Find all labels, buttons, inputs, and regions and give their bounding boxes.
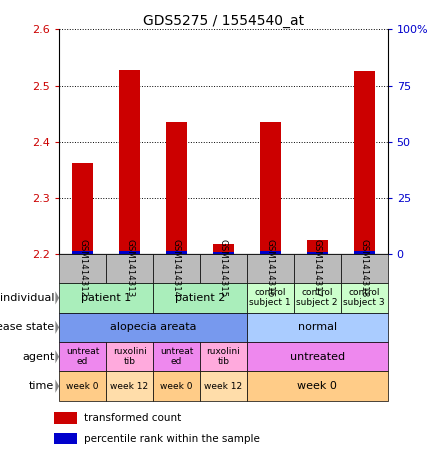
Bar [353, 251, 375, 254]
Bar [341, 283, 388, 313]
Text: percentile rank within the sample: percentile rank within the sample [84, 434, 260, 443]
Text: week 12: week 12 [110, 382, 148, 390]
Bar [294, 254, 341, 283]
Bar [166, 251, 187, 254]
Text: time: time [29, 381, 54, 391]
Bar [213, 244, 234, 254]
Text: normal: normal [298, 322, 337, 333]
Bar [260, 122, 281, 254]
Polygon shape [55, 321, 59, 334]
Text: week 0: week 0 [297, 381, 337, 391]
Bar [54, 433, 78, 444]
Text: GSM1414315: GSM1414315 [219, 239, 228, 298]
Text: transformed count: transformed count [84, 413, 181, 423]
Bar [119, 251, 140, 254]
Bar [106, 342, 153, 371]
Bar [106, 254, 153, 283]
Text: control
subject 1: control subject 1 [250, 289, 291, 307]
Bar [54, 412, 78, 424]
Bar [72, 163, 93, 254]
Text: week 12: week 12 [204, 382, 243, 390]
Bar [200, 342, 247, 371]
Text: GSM1414318: GSM1414318 [360, 239, 369, 298]
Bar [247, 371, 388, 401]
Text: GSM1414316: GSM1414316 [266, 239, 275, 298]
Text: ruxolini
tib: ruxolini tib [206, 347, 240, 366]
Text: agent: agent [22, 352, 54, 362]
Text: week 0: week 0 [160, 382, 193, 390]
Bar [59, 313, 247, 342]
Bar [200, 371, 247, 401]
Text: control
subject 2: control subject 2 [297, 289, 338, 307]
Bar [294, 283, 341, 313]
Text: GSM1414313: GSM1414313 [125, 239, 134, 298]
Text: disease state: disease state [0, 322, 54, 333]
Bar [59, 254, 106, 283]
Bar [213, 252, 234, 254]
Text: untreated: untreated [290, 352, 345, 362]
Bar [247, 283, 294, 313]
Bar [166, 122, 187, 254]
Bar [106, 371, 153, 401]
Text: untreat
ed: untreat ed [160, 347, 193, 366]
Bar [247, 313, 388, 342]
Text: untreat
ed: untreat ed [66, 347, 99, 366]
Polygon shape [55, 350, 59, 363]
Bar [119, 70, 140, 254]
Text: GSM1414312: GSM1414312 [78, 239, 87, 298]
Bar [153, 342, 200, 371]
Bar [153, 371, 200, 401]
Bar [153, 283, 247, 313]
Text: GSM1414317: GSM1414317 [313, 239, 322, 298]
Bar [247, 342, 388, 371]
Text: ruxolini
tib: ruxolini tib [113, 347, 146, 366]
Bar [247, 254, 294, 283]
Text: week 0: week 0 [66, 382, 99, 390]
Bar [72, 251, 93, 254]
Bar [59, 342, 106, 371]
Text: GSM1414314: GSM1414314 [172, 239, 181, 298]
Bar [307, 252, 328, 254]
Title: GDS5275 / 1554540_at: GDS5275 / 1554540_at [143, 14, 304, 29]
Text: individual: individual [0, 293, 54, 303]
Text: control
subject 3: control subject 3 [343, 289, 385, 307]
Bar [200, 254, 247, 283]
Bar [307, 240, 328, 254]
Bar [153, 254, 200, 283]
Text: alopecia areata: alopecia areata [110, 322, 196, 333]
Bar [341, 254, 388, 283]
Text: patient 2: patient 2 [175, 293, 225, 303]
Bar [59, 283, 153, 313]
Polygon shape [55, 291, 59, 304]
Text: patient 1: patient 1 [81, 293, 131, 303]
Bar [59, 371, 106, 401]
Polygon shape [55, 380, 59, 393]
Bar [260, 251, 281, 254]
Bar [353, 72, 375, 254]
